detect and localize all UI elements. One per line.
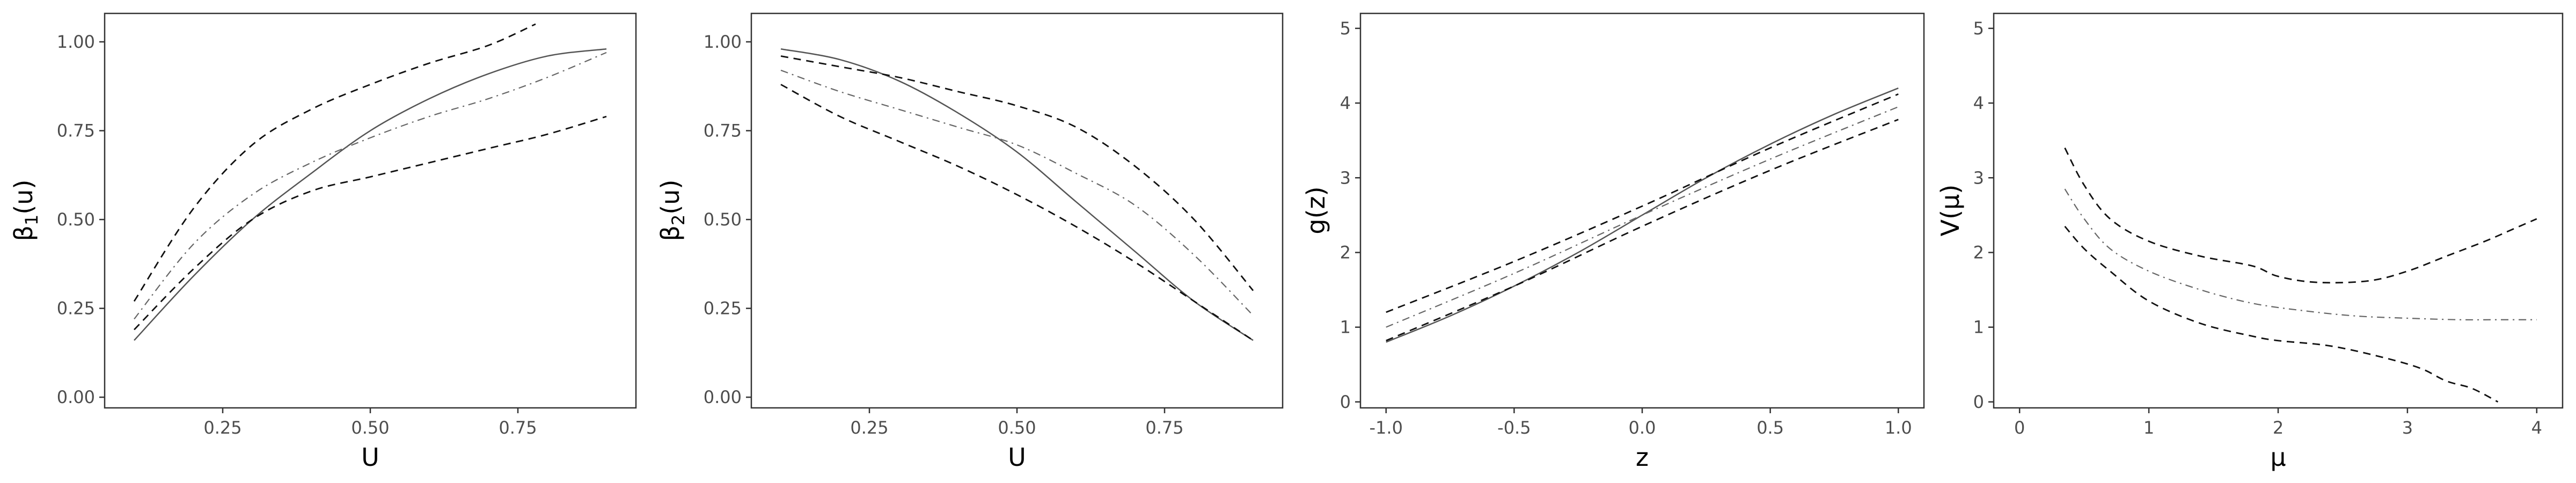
panel-4-x-tick-label: 1 bbox=[2143, 418, 2154, 438]
panel-3-series-layer bbox=[1386, 87, 1899, 343]
panel-4-x-tick-label: 3 bbox=[2402, 418, 2413, 438]
panel-beta2: 0.25 0.50 0.75 0.00 0.25 0.50 0.75 1.00 U β2(u) bbox=[656, 12, 1284, 472]
panel-3-x-tick-label: -1.0 bbox=[1370, 418, 1403, 438]
panel-4-x-tick-label: 4 bbox=[2531, 418, 2542, 438]
panel-2-y-axis-subscript: 2 bbox=[668, 215, 689, 225]
panel-1-series-4-dashed-line bbox=[133, 115, 607, 331]
panel-2-ticks-layer: 0.25 0.50 0.75 0.00 0.25 0.50 0.75 1.00 bbox=[704, 32, 1184, 438]
panel-4-series-2-dashed-line bbox=[2064, 147, 2537, 284]
panel-4-x-tick-label: 0 bbox=[2014, 418, 2025, 438]
panel-1-y-tick-label: 1.00 bbox=[57, 32, 95, 52]
panel-3-y-tick-label: 2 bbox=[1340, 242, 1351, 262]
panel-3-x-axis-title: z bbox=[1636, 443, 1649, 472]
panel-4-x-axis-title: μ bbox=[2270, 443, 2286, 472]
panel-3-y-tick-label: 3 bbox=[1340, 167, 1351, 188]
panel-3-y-tick-label: 5 bbox=[1340, 18, 1351, 39]
panel-2-series-4-dashed-line bbox=[780, 84, 1254, 341]
panel-1-y-tick-label: 0.50 bbox=[57, 209, 95, 230]
panel-4-y-tick-label: 3 bbox=[1973, 167, 1984, 188]
panel-3-x-tick-label: 0.5 bbox=[1757, 418, 1784, 438]
panel-v-of-mu: 0 1 2 3 4 0 1 2 3 4 5 μ V(μ) bbox=[1936, 12, 2564, 472]
panel-1-series-3-dashed-line bbox=[133, 23, 536, 302]
panel-1-x-tick-label: 0.50 bbox=[351, 418, 389, 438]
panel-3-y-tick-label: 1 bbox=[1340, 317, 1351, 338]
panel-2-y-axis-title: β2(u) bbox=[656, 180, 689, 241]
panel-2-x-tick-label: 0.75 bbox=[1145, 418, 1183, 438]
panel-2-series-1-solid-line bbox=[780, 48, 1254, 341]
panel-1-x-axis-title: U bbox=[361, 443, 379, 472]
panel-g-of-z: -1.0 -0.5 0.0 0.5 1.0 0 1 2 3 4 5 z g(z) bbox=[1301, 12, 1925, 472]
panel-3-x-tick-label: 0.0 bbox=[1629, 418, 1656, 438]
panel-4-y-tick-label: 5 bbox=[1973, 18, 1984, 39]
panel-2-x-tick-label: 0.25 bbox=[850, 418, 888, 438]
panel-3-series-2-dashdot-line bbox=[1386, 106, 1899, 328]
panel-2-series-layer bbox=[780, 48, 1254, 341]
panel-1-x-tick-label: 0.75 bbox=[499, 418, 537, 438]
panel-2-y-tick-label: 0.75 bbox=[704, 121, 742, 141]
panel-1-series-2-dashdot-line bbox=[134, 52, 607, 320]
panel-4-y-axis-title: V(μ) bbox=[1936, 185, 1965, 237]
panel-4-border bbox=[1993, 12, 2564, 409]
panel-4-y-tick-label: 4 bbox=[1973, 93, 1984, 113]
panel-1-y-tick-label: 0.00 bbox=[57, 387, 95, 407]
panel-1-y-axis-title: β1(u) bbox=[9, 180, 42, 241]
panel-2-y-tick-label: 0.00 bbox=[704, 387, 742, 407]
panel-1-y-tick-label: 0.25 bbox=[57, 298, 95, 319]
panel-4-x-tick-label: 2 bbox=[2273, 418, 2284, 438]
panel-3-series-4-dashed-line bbox=[1386, 119, 1899, 342]
panel-1-y-axis-subscript: 1 bbox=[21, 215, 42, 225]
panel-3-x-tick-label: 1.0 bbox=[1885, 418, 1912, 438]
panel-3-y-tick-label: 4 bbox=[1340, 93, 1351, 113]
panel-2-y-tick-label: 0.25 bbox=[704, 298, 742, 319]
panel-2-border bbox=[750, 12, 1284, 409]
panel-4-y-tick-label: 2 bbox=[1973, 242, 1984, 262]
panel-2-y-tick-label: 1.00 bbox=[704, 32, 742, 52]
panel-2-series-3-dashed-line bbox=[780, 55, 1254, 291]
panel-3-series-3-dashed-line bbox=[1386, 93, 1899, 313]
panel-4-series-layer bbox=[2064, 147, 2537, 403]
panel-1-ticks-layer: 0.25 0.50 0.75 0.00 0.25 0.50 0.75 1.00 bbox=[57, 32, 537, 438]
panel-4-y-tick-label: 1 bbox=[1973, 317, 1984, 338]
panel-3-y-tick-label: 0 bbox=[1340, 392, 1351, 412]
panel-1-border bbox=[104, 12, 637, 409]
panel-1-y-tick-label: 0.75 bbox=[57, 121, 95, 141]
panel-1-x-tick-label: 0.25 bbox=[203, 418, 241, 438]
panel-2-x-axis-title: U bbox=[1008, 443, 1026, 472]
panel-3-border bbox=[1359, 12, 1925, 409]
panel-4-y-tick-label: 0 bbox=[1973, 392, 1984, 412]
panel-3-ticks-layer: -1.0 -0.5 0.0 0.5 1.0 0 1 2 3 4 5 bbox=[1340, 18, 1912, 438]
panel-2-y-tick-label: 0.50 bbox=[704, 209, 742, 230]
panel-3-y-axis-title: g(z) bbox=[1301, 186, 1330, 234]
panel-1-series-1-solid-line bbox=[134, 48, 607, 341]
panel-1-series-layer bbox=[133, 23, 607, 341]
panel-4-series-3-dashed-line bbox=[2064, 225, 2499, 403]
panel-2-series-2-dashdot-line bbox=[780, 69, 1254, 316]
panel-4-series-1-dashdot-line bbox=[2064, 188, 2537, 321]
panel-beta1: 0.25 0.50 0.75 0.00 0.25 0.50 0.75 1.00 U β1(u) bbox=[9, 12, 637, 472]
panel-3-series-1-solid-line bbox=[1386, 87, 1899, 343]
panel-4-ticks-layer: 0 1 2 3 4 0 1 2 3 4 5 bbox=[1973, 18, 2542, 438]
panel-3-x-tick-label: -0.5 bbox=[1497, 418, 1531, 438]
panel-2-x-tick-label: 0.50 bbox=[998, 418, 1036, 438]
